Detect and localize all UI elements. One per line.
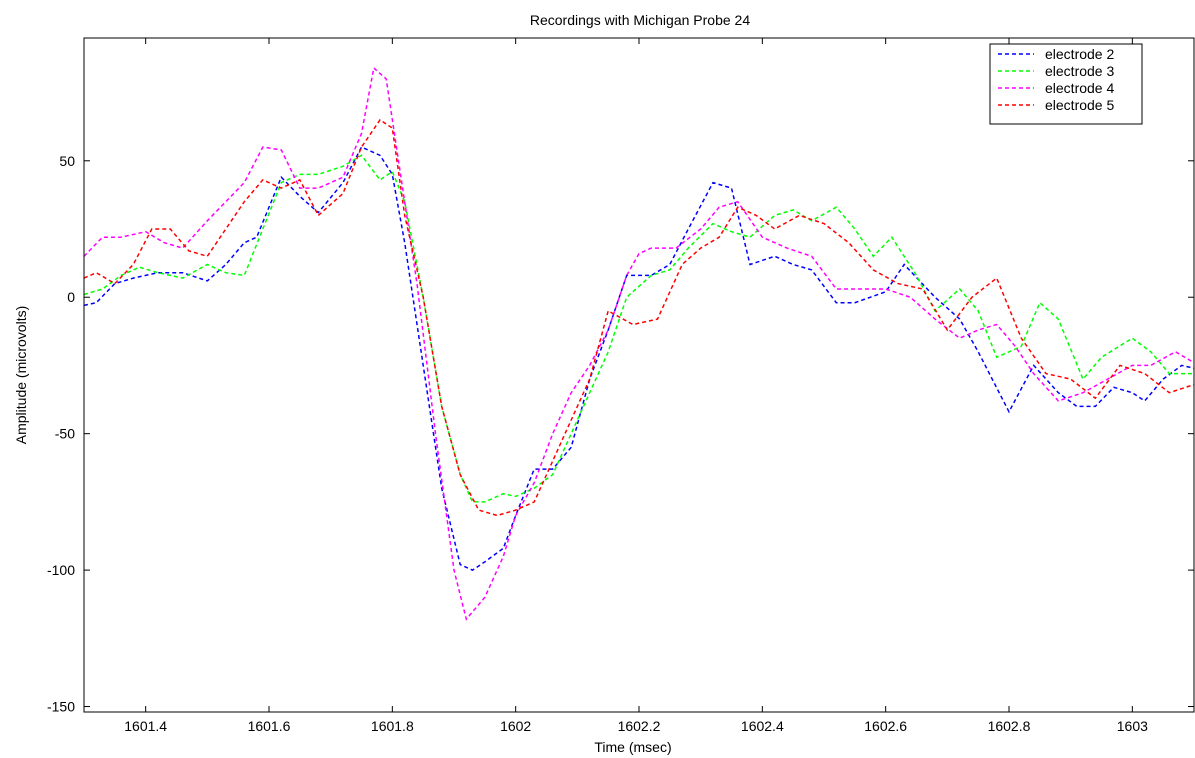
- series-line-3: [83, 66, 1195, 621]
- legend-label: electrode 2: [1045, 46, 1114, 62]
- chart-title: Recordings with Michigan Probe 24: [530, 12, 750, 28]
- x-tick-label: 1602: [500, 718, 531, 734]
- legend-label: electrode 4: [1045, 80, 1114, 96]
- y-tick-label: 50: [59, 153, 75, 169]
- legend-box: [989, 43, 1143, 125]
- legend-label: electrode 5: [1045, 97, 1114, 113]
- legend-label: electrode 3: [1045, 63, 1114, 79]
- series-line-4: [83, 118, 1195, 517]
- x-tick-label: 1602.4: [741, 718, 784, 734]
- series-line-1: [83, 146, 1195, 571]
- plot-frame: [83, 37, 1195, 713]
- x-tick-label: 1601.6: [248, 718, 291, 734]
- x-tick-label: 1603: [1117, 718, 1148, 734]
- series-line-2: [83, 154, 1194, 503]
- series-layer: [83, 66, 1195, 621]
- x-tick-label: 1601.4: [124, 718, 167, 734]
- x-tick-label: 1601.8: [371, 718, 414, 734]
- y-tick-label: 0: [67, 289, 75, 305]
- y-axis-label: Amplitude (microvolts): [13, 306, 29, 444]
- x-tick-label: 1602.2: [618, 718, 661, 734]
- x-axis-label: Time (msec): [594, 739, 671, 755]
- y-tick-label: -100: [47, 562, 75, 578]
- y-tick-label: -50: [55, 426, 75, 442]
- y-tick-label: -150: [47, 699, 75, 715]
- x-tick-label: 1602.8: [988, 718, 1031, 734]
- tick-layer: 1601.4 1601.6 1601.8 1602 1602.2 1602.4 1602.6…: [47, 38, 1194, 734]
- x-tick-label: 1602.6: [864, 718, 907, 734]
